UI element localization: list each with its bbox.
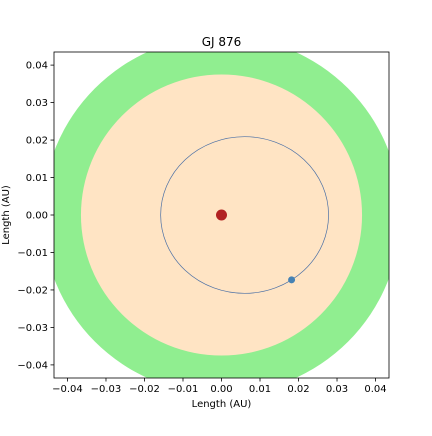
x-tick-label: 0.04	[364, 384, 386, 395]
x-tick-label: −0.01	[168, 384, 199, 395]
x-tick-label: 0.01	[249, 384, 271, 395]
y-tick-label: 0.00	[26, 211, 48, 222]
x-axis-ticks: −0.04 −0.03 −0.02 −0.01 0.00 0.01 0.02 0.03 0.04	[52, 378, 387, 395]
planet-orbit	[160, 136, 329, 294]
y-tick-label: 0.02	[26, 136, 48, 147]
y-tick-label: 0.01	[26, 173, 48, 184]
star-marker	[216, 209, 227, 221]
y-tick-label: −0.04	[17, 360, 48, 371]
x-tick-label: 0.00	[210, 384, 232, 395]
x-tick-label: 0.03	[326, 384, 348, 395]
chart-title: GJ 876	[202, 35, 242, 49]
x-tick-label: 0.02	[287, 384, 309, 395]
x-tick-label: −0.03	[91, 384, 122, 395]
x-tick-label: −0.04	[52, 384, 83, 395]
x-axis-label: Length (AU)	[192, 399, 252, 410]
y-tick-label: −0.03	[17, 323, 48, 334]
x-tick-label: −0.02	[129, 384, 160, 395]
y-tick-label: 0.04	[26, 61, 48, 72]
y-axis-ticks: −0.04 −0.03 −0.02 −0.01 0.00 0.01 0.02 0.03 0.04	[17, 61, 54, 371]
plot-area	[54, 52, 389, 378]
y-tick-label: 0.03	[26, 98, 48, 109]
y-axis-label: Length (AU)	[1, 185, 12, 245]
y-tick-label: −0.01	[17, 248, 48, 259]
y-tick-label: −0.02	[17, 285, 48, 296]
planet-marker	[288, 276, 296, 284]
